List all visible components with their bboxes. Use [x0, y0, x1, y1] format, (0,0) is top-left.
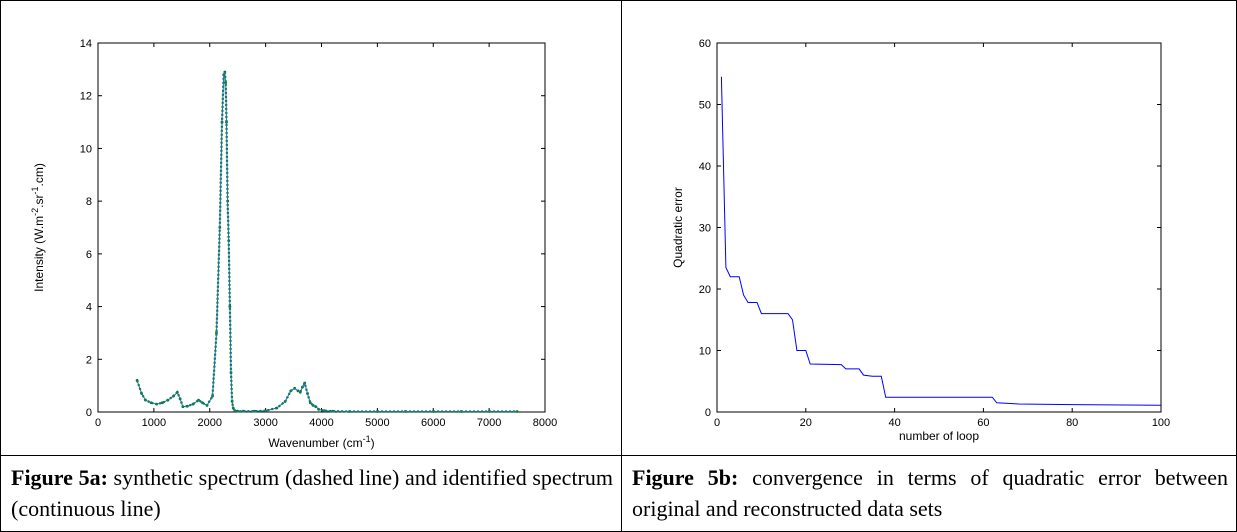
- y-tick-label: 6: [86, 249, 92, 261]
- x-tick-label: 4000: [309, 417, 333, 429]
- figure-5a-caption-cell: Figure 5a: synthetic spectrum (dashed li…: [0, 455, 622, 532]
- x-tick-label: 7000: [477, 417, 501, 429]
- x-axis-label: Wavenumber (cm-1): [268, 434, 374, 450]
- x-tick-label: 2000: [198, 417, 222, 429]
- y-tick-label: 40: [699, 161, 711, 173]
- y-tick-label: 0: [86, 407, 92, 419]
- x-tick-label: 6000: [421, 417, 445, 429]
- figure-5b-cell: 0 20 40 60 80 100 0 10 20 30 40 50 60 number of loop Q…: [621, 0, 1237, 456]
- figure-5a-caption: Figure 5a: synthetic spectrum (dashed li…: [11, 462, 613, 524]
- plot-frame: [716, 42, 1162, 413]
- x-tick-label: 8000: [533, 417, 557, 429]
- figure-5a-cell: 0 1000 2000 3000 4000 5000 6000 7000 8000 0 2 4 6 8 10…: [0, 0, 622, 456]
- y-tick-label: 4: [86, 302, 92, 314]
- x-tick-label: 40: [888, 417, 900, 429]
- y-tick-label: 12: [80, 91, 92, 103]
- series-line: [720, 76, 1162, 406]
- y-tick-label: 60: [699, 38, 711, 50]
- x-axis-label: number of loop: [899, 429, 979, 443]
- y-tick-label: 30: [699, 223, 711, 235]
- figure-5b-caption-text: convergence in terms of quadratic error …: [632, 465, 1229, 521]
- x-tick-label: 20: [800, 417, 812, 429]
- series-line: [136, 71, 518, 412]
- figure-5a-chart: 0 1000 2000 3000 4000 5000 6000 7000 8000 0 2 4 6 8 10…: [30, 38, 557, 450]
- y-tick-label: 10: [80, 143, 92, 155]
- x-tick-label: 0: [714, 417, 720, 429]
- x-tick-label: 3000: [253, 417, 277, 429]
- figure-5b-caption-label: Figure 5b:: [632, 465, 739, 490]
- x-tick-label: 80: [1066, 417, 1078, 429]
- x-tick-label: 1000: [142, 417, 166, 429]
- figure-5b-caption: Figure 5b: convergence in terms of quadr…: [632, 462, 1228, 524]
- series-line-dotted: [136, 71, 518, 413]
- y-tick-label: 20: [699, 284, 711, 296]
- y-tick-label: 8: [86, 196, 92, 208]
- y-axis-label: Intensity (W.m-2.sr-1.cm): [30, 163, 46, 292]
- x-tick-label: 60: [977, 417, 989, 429]
- y-tick-label: 14: [80, 38, 92, 50]
- y-tick-label: 0: [705, 407, 711, 419]
- y-tick-label: 10: [699, 346, 711, 358]
- y-tick-label: 50: [699, 100, 711, 112]
- figure-5a-caption-label: Figure 5a:: [11, 465, 108, 490]
- x-tick-label: 5000: [365, 417, 389, 429]
- x-tick-label: 100: [1152, 417, 1170, 429]
- figure-5a-caption-text: synthetic spectrum (dashed line) and ide…: [11, 465, 613, 521]
- figure-5b-caption-cell: Figure 5b: convergence in terms of quadr…: [621, 455, 1237, 532]
- x-tick-label: 0: [95, 417, 101, 429]
- y-axis-label: Quadratic error: [671, 187, 685, 268]
- y-tick-label: 2: [86, 354, 92, 366]
- plot-frame: [97, 42, 546, 413]
